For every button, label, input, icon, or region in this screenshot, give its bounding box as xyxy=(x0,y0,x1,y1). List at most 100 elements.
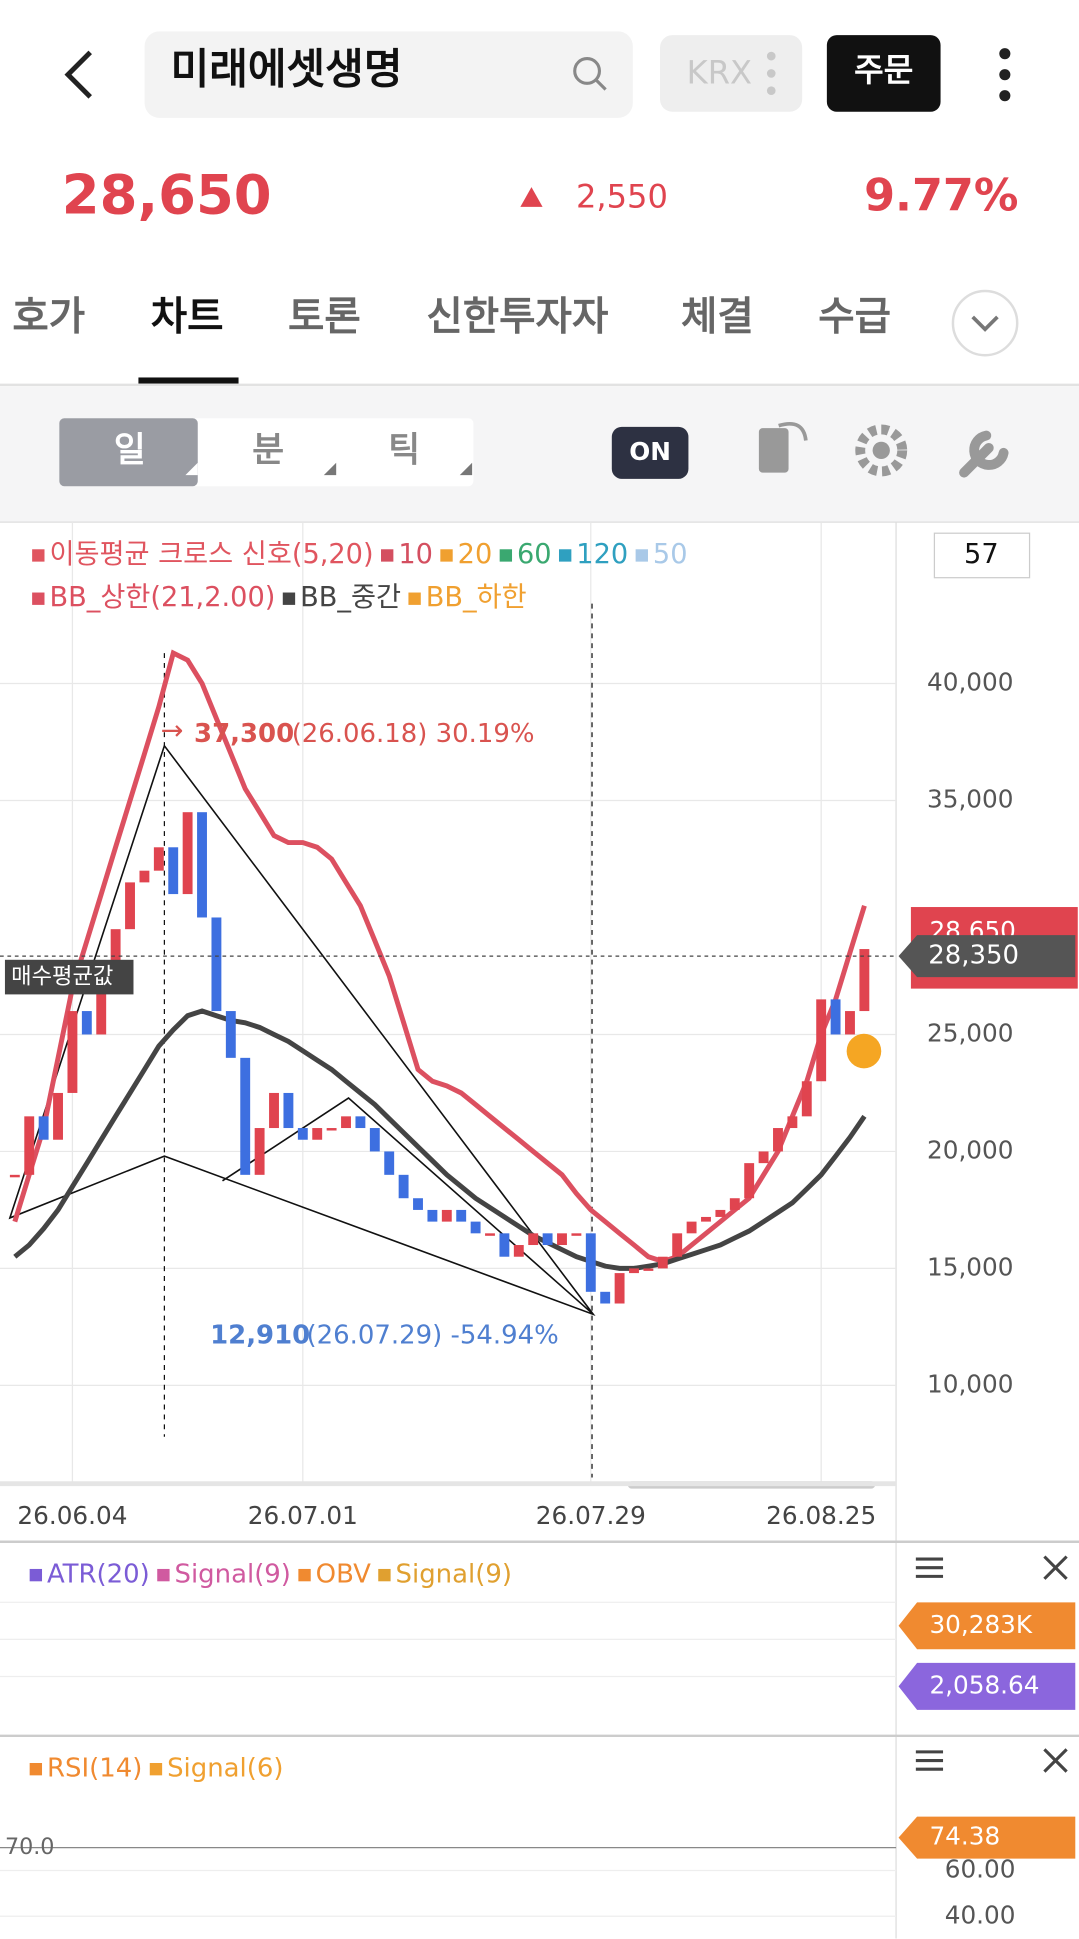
wrench-icon[interactable] xyxy=(959,430,1009,478)
high-arrow: → xyxy=(161,715,184,746)
period-selected xyxy=(59,418,198,487)
legend-swatch xyxy=(282,592,296,605)
atr-panel: ATR(20) Signal(9) OBV Signal(9) 30,283K 2,058… xyxy=(0,1560,1076,1710)
low-note: (26.07.29) -54.94% xyxy=(307,1320,559,1350)
candle xyxy=(672,1233,683,1257)
legend-swatch xyxy=(32,549,45,562)
tab[interactable]: 수급 xyxy=(818,294,891,340)
candle xyxy=(859,949,870,1012)
search-box[interactable] xyxy=(144,31,633,118)
candle xyxy=(283,1092,294,1129)
candle xyxy=(398,1174,409,1199)
candle xyxy=(67,1011,78,1093)
legend-label: BB_중간 xyxy=(300,582,401,613)
legend-label: 50 xyxy=(653,539,688,570)
low-label: 12,910 xyxy=(210,1320,310,1350)
average-price-label: 28,350 xyxy=(928,941,1019,971)
y-tick-label: 35,000 xyxy=(927,784,1013,813)
series-line xyxy=(13,1008,867,1271)
tab-more[interactable] xyxy=(951,289,1019,357)
candle xyxy=(614,1273,625,1304)
legend-label: 20 xyxy=(458,539,493,570)
candle xyxy=(600,1291,611,1304)
y-tick-label: 20,000 xyxy=(927,1135,1013,1164)
legend-swatch xyxy=(157,1568,170,1582)
candle xyxy=(816,999,827,1082)
alert-badge[interactable] xyxy=(846,1033,882,1069)
tab[interactable]: 체결 xyxy=(681,294,754,340)
candle xyxy=(528,1233,539,1246)
tab[interactable]: 신한투자자 xyxy=(426,294,608,340)
current-price: 28,650 xyxy=(62,163,272,226)
order-button[interactable] xyxy=(826,35,941,112)
market-button[interactable] xyxy=(660,35,803,112)
legend-swatch xyxy=(381,549,394,562)
candle xyxy=(240,1057,251,1175)
candle xyxy=(470,1221,481,1234)
candle xyxy=(643,1268,654,1271)
price-change: 2,550 xyxy=(576,177,668,215)
toggle-button[interactable] xyxy=(611,426,689,479)
search-icon[interactable] xyxy=(573,57,601,85)
candle xyxy=(38,1116,49,1140)
legend-swatch xyxy=(149,1762,163,1776)
candle xyxy=(125,882,135,930)
candle xyxy=(139,870,150,883)
candle xyxy=(269,1092,279,1129)
tab[interactable]: 호가 xyxy=(12,294,85,340)
market-dots xyxy=(766,51,776,96)
legend-label: 이동평균 크로스 신호(5,20) xyxy=(49,539,373,570)
y-tick-label: 40.00 xyxy=(945,1900,1016,1929)
tab[interactable]: 차트 xyxy=(151,294,224,340)
candle xyxy=(96,975,107,1035)
period[interactable]: 틱 xyxy=(388,431,420,471)
y-tick-label: 15,000 xyxy=(927,1252,1013,1281)
value-tag xyxy=(898,1662,1076,1710)
x-tick-label: 26.07.29 xyxy=(536,1501,646,1530)
order-label: 주문 xyxy=(854,51,913,89)
legend-swatch xyxy=(558,549,572,562)
settings-icon[interactable] xyxy=(855,424,908,477)
value-tag xyxy=(898,1602,1076,1650)
stock-name: 미래에셋생명 xyxy=(171,45,403,94)
period[interactable]: 일 xyxy=(114,431,146,471)
candle xyxy=(499,1233,510,1257)
candle xyxy=(830,999,841,1035)
back-button[interactable] xyxy=(64,50,92,99)
period[interactable]: 분 xyxy=(252,431,284,471)
more-menu[interactable] xyxy=(999,48,1011,102)
high-label: 37,300 xyxy=(194,719,294,749)
average-name: 매수평균값 xyxy=(11,964,113,990)
candle xyxy=(9,1174,20,1178)
candle xyxy=(197,812,207,918)
legend-label: OBV xyxy=(316,1560,371,1590)
candle xyxy=(53,1092,63,1140)
legend-swatch xyxy=(29,1762,43,1776)
tab-underline xyxy=(138,377,239,384)
candle xyxy=(585,1233,596,1292)
legend-swatch xyxy=(408,592,421,605)
candle xyxy=(744,1163,755,1199)
price-chart: 40,000 35,000 25,000 20,000 15,000 10,000 26.0… xyxy=(0,522,1078,1530)
candle xyxy=(341,1116,351,1129)
candle xyxy=(729,1198,740,1210)
change-rate: 9.77% xyxy=(864,170,1018,221)
legend-label: BB_상한(21,2.00) xyxy=(49,582,275,613)
legend-swatch xyxy=(298,1568,311,1582)
tab[interactable]: 토론 xyxy=(288,294,361,340)
high-note: (26.06.18) 30.19% xyxy=(292,719,535,749)
legend-label: 120 xyxy=(576,539,628,570)
legend-swatch xyxy=(635,549,648,562)
panel-controls[interactable] xyxy=(915,1555,1068,1773)
legend-label: RSI(14) xyxy=(47,1754,142,1784)
rotate-icon[interactable] xyxy=(758,428,789,473)
settings-center xyxy=(872,441,890,460)
candle xyxy=(81,1011,92,1035)
candle xyxy=(355,1116,366,1129)
candle xyxy=(845,1011,855,1035)
count-box[interactable] xyxy=(933,532,1031,579)
legend-swatch xyxy=(32,592,45,605)
candle xyxy=(513,1245,524,1257)
